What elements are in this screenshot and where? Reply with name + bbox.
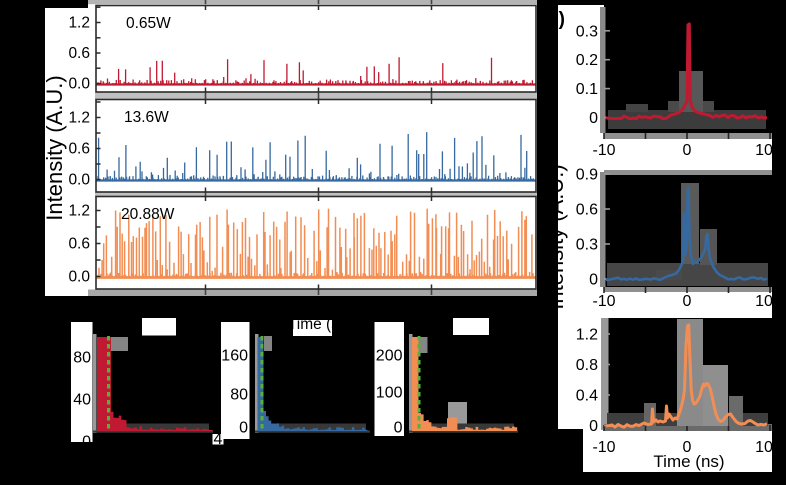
svg-text:0.1: 0.1 [576, 81, 598, 98]
svg-text:100: 100 [376, 385, 403, 402]
svg-text:1.2: 1.2 [68, 110, 90, 127]
svg-text:0.2: 0.2 [576, 52, 598, 69]
svg-text:4: 4 [214, 431, 223, 448]
svg-text:Intensity (A.U.): Intensity (A.U.) [543, 164, 568, 309]
svg-text:-10: -10 [592, 439, 615, 456]
svg-text:1.2: 1.2 [68, 203, 90, 220]
svg-text:40: 40 [73, 392, 91, 409]
svg-text:0: 0 [683, 142, 692, 159]
svg-text:-10: -10 [592, 142, 615, 159]
svg-text:0: 0 [589, 110, 598, 127]
svg-text:0.6: 0.6 [68, 141, 90, 158]
svg-text:10: 10 [755, 439, 773, 456]
svg-text:1.2: 1.2 [576, 327, 598, 344]
svg-text:0.65W: 0.65W [126, 15, 171, 32]
svg-text:0.4: 0.4 [576, 388, 598, 405]
svg-text:Intensity (A.U.): Intensity (A.U.) [42, 75, 67, 220]
svg-text:13.6W: 13.6W [124, 109, 169, 126]
svg-text:10: 10 [755, 142, 773, 159]
svg-text:200: 200 [376, 348, 403, 365]
svg-text:0.3: 0.3 [576, 23, 598, 40]
svg-text:160: 160 [221, 348, 248, 365]
svg-text:80: 80 [73, 350, 91, 367]
svg-text:0: 0 [683, 439, 692, 456]
svg-text:0: 0 [82, 434, 91, 451]
svg-text:-10: -10 [592, 293, 615, 310]
svg-text:0: 0 [239, 420, 248, 437]
svg-text:1.2: 1.2 [68, 15, 90, 32]
svg-text:10: 10 [755, 293, 773, 310]
svg-text:80: 80 [230, 387, 248, 404]
svg-text:0.3: 0.3 [576, 237, 598, 254]
svg-text:0: 0 [394, 420, 403, 437]
svg-text:0.6: 0.6 [68, 236, 90, 253]
svg-text:0.8: 0.8 [576, 357, 598, 374]
svg-text:0.6: 0.6 [576, 202, 598, 219]
svg-text:0: 0 [589, 272, 598, 289]
svg-text:0.0: 0.0 [68, 172, 90, 189]
svg-text:0.9: 0.9 [576, 167, 598, 184]
svg-text:0.0: 0.0 [68, 269, 90, 286]
svg-text:b): b) [547, 9, 565, 30]
svg-text:0.6: 0.6 [68, 45, 90, 62]
svg-text:Time (s): Time (s) [288, 316, 344, 333]
svg-text:0: 0 [683, 293, 692, 310]
svg-text:Time (ns): Time (ns) [653, 452, 724, 471]
svg-text:0.0: 0.0 [68, 76, 90, 93]
svg-text:0: 0 [589, 418, 598, 435]
svg-text:20.88W: 20.88W [121, 206, 175, 223]
